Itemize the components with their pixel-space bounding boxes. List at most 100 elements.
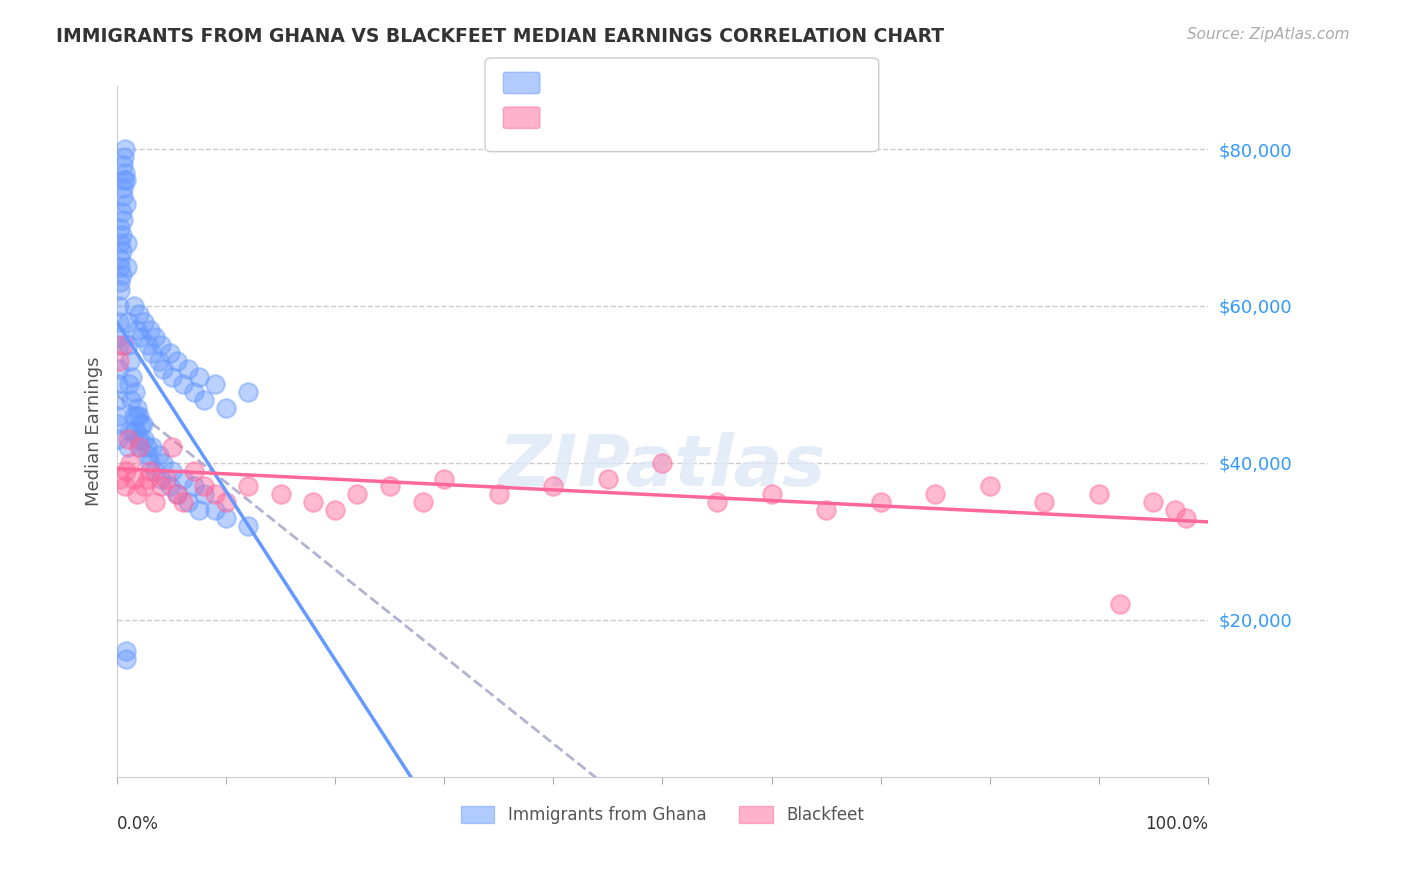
Point — [188, 503, 211, 517]
Text: 100.0%: 100.0% — [1144, 814, 1208, 832]
Point — [433, 471, 456, 485]
Point — [136, 471, 159, 485]
Point — [270, 487, 292, 501]
Point — [111, 181, 134, 195]
Point — [129, 330, 152, 344]
Point — [159, 479, 181, 493]
Point — [108, 354, 131, 368]
Point — [107, 433, 129, 447]
Point — [129, 440, 152, 454]
Text: ZIPatlas: ZIPatlas — [499, 432, 827, 500]
Point — [110, 252, 132, 266]
Point — [155, 471, 177, 485]
Point — [111, 158, 134, 172]
Point — [302, 495, 325, 509]
Point — [141, 346, 163, 360]
Point — [129, 417, 152, 431]
Point — [152, 361, 174, 376]
Point — [183, 479, 205, 493]
Point — [117, 433, 139, 447]
Point — [134, 479, 156, 493]
Point — [115, 197, 138, 211]
Point — [183, 464, 205, 478]
Point — [115, 236, 138, 251]
Point — [1164, 503, 1187, 517]
Point — [378, 479, 401, 493]
Point — [215, 510, 238, 524]
Point — [979, 479, 1001, 493]
Point — [204, 377, 226, 392]
Point — [136, 448, 159, 462]
Point — [135, 440, 157, 454]
Point — [134, 315, 156, 329]
Point — [139, 464, 162, 478]
Legend: Immigrants from Ghana, Blackfeet: Immigrants from Ghana, Blackfeet — [454, 799, 870, 830]
Point — [107, 377, 129, 392]
Point — [125, 409, 148, 423]
Point — [177, 361, 200, 376]
Point — [149, 338, 172, 352]
Point — [112, 150, 135, 164]
Point — [706, 495, 728, 509]
Point — [172, 495, 194, 509]
Point — [128, 307, 150, 321]
Point — [110, 260, 132, 274]
Point — [149, 471, 172, 485]
Point — [132, 417, 155, 431]
Point — [204, 503, 226, 517]
Point — [323, 503, 346, 517]
Point — [215, 495, 238, 509]
Point — [112, 173, 135, 187]
Point — [114, 479, 136, 493]
Point — [124, 385, 146, 400]
Point — [236, 518, 259, 533]
Point — [115, 260, 138, 274]
Point — [139, 322, 162, 336]
Point — [110, 268, 132, 282]
Y-axis label: Median Earnings: Median Earnings — [86, 357, 103, 507]
Point — [149, 479, 172, 493]
Text: 0.0%: 0.0% — [117, 814, 159, 832]
Point — [346, 487, 368, 501]
Point — [108, 299, 131, 313]
Point — [1174, 510, 1197, 524]
Point — [166, 487, 188, 501]
Point — [188, 369, 211, 384]
Point — [1033, 495, 1056, 509]
Point — [108, 361, 131, 376]
Point — [110, 276, 132, 290]
Point — [236, 479, 259, 493]
Point — [110, 471, 132, 485]
Text: N = 97: N = 97 — [710, 76, 772, 94]
Point — [127, 433, 149, 447]
Point — [193, 487, 215, 501]
Point — [543, 479, 565, 493]
Point — [924, 487, 946, 501]
Point — [108, 330, 131, 344]
Point — [110, 236, 132, 251]
Point — [651, 456, 673, 470]
Point — [236, 385, 259, 400]
Point — [148, 354, 170, 368]
Point — [193, 479, 215, 493]
Point — [148, 448, 170, 462]
Point — [129, 433, 152, 447]
Text: IMMIGRANTS FROM GHANA VS BLACKFEET MEDIAN EARNINGS CORRELATION CHART: IMMIGRANTS FROM GHANA VS BLACKFEET MEDIA… — [56, 27, 945, 45]
Point — [125, 322, 148, 336]
Point — [160, 464, 183, 478]
Point — [114, 142, 136, 156]
Point — [139, 456, 162, 470]
Point — [166, 487, 188, 501]
Point — [177, 495, 200, 509]
Point — [134, 433, 156, 447]
Point — [183, 385, 205, 400]
Point — [166, 354, 188, 368]
Point — [143, 330, 166, 344]
Point — [114, 166, 136, 180]
Point — [159, 346, 181, 360]
Text: Source: ZipAtlas.com: Source: ZipAtlas.com — [1187, 27, 1350, 42]
Point — [136, 338, 159, 352]
Point — [125, 487, 148, 501]
Point — [596, 471, 619, 485]
Point — [125, 401, 148, 415]
